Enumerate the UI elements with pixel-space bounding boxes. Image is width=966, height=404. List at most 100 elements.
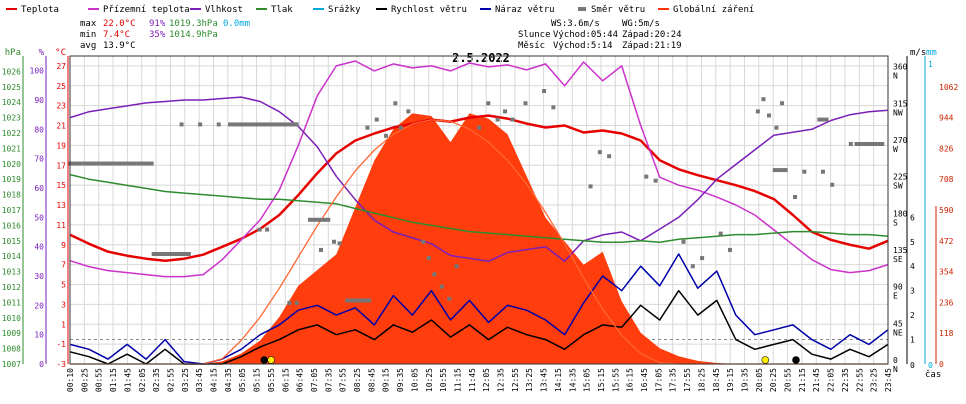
x-tick-39: 16:15 (626, 368, 635, 392)
axis-left-tick-2-9: 15 (56, 181, 66, 190)
axis-right-tick-rad-9: 1062 (939, 83, 958, 92)
wind-dir-point-35 (588, 184, 593, 189)
series-line-0 (69, 114, 889, 262)
stats-block: max 22.0°C 91% 1019.3hPa 0.0mm min 7.4°C… (80, 19, 250, 51)
wind-dir-point-17 (384, 133, 389, 138)
axis-dir-deg-4: 180 (893, 209, 908, 218)
legend-swatch-7 (578, 7, 586, 11)
wind-dir-point-40 (681, 239, 686, 244)
wind-dir-point-3 (151, 252, 156, 256)
wind-dir-point-2 (105, 161, 110, 166)
x-tick-27: 11:15 (453, 368, 462, 392)
wind-dir-point-51 (802, 169, 807, 174)
axis-left-tick-2-10: 17 (56, 161, 66, 170)
axis-right-tick-rad-8: 944 (939, 114, 954, 123)
axis-left-name-2: °C (55, 48, 66, 58)
axis-left-tick-0-14: 1021 (2, 144, 21, 153)
x-tick-30: 12:35 (497, 368, 506, 392)
x-tick-23: 09:35 (396, 368, 405, 392)
axis-left-tick-0-12: 1019 (2, 175, 21, 184)
stats-avg-temp: 13.9°C (103, 41, 136, 51)
axis-left-tick-2-11: 19 (56, 141, 66, 150)
axis-right-tick-rad-4: 472 (939, 237, 954, 246)
x-tick-44: 18:25 (697, 368, 706, 392)
x-tick-29: 12:05 (482, 368, 491, 392)
axis-right-tick-rad-5: 590 (939, 206, 954, 215)
axis-left-tick-2-7: 11 (56, 221, 66, 230)
x-tick-52: 21:45 (812, 368, 821, 392)
axis-dir-name-3: SE (893, 255, 903, 264)
x-tick-2: 00:55 (95, 368, 104, 392)
x-tick-9: 03:45 (195, 368, 204, 392)
x-tick-50: 20:55 (784, 368, 793, 392)
stats-min-hum: 35% (149, 30, 166, 40)
x-tick-16: 06:45 (296, 368, 305, 392)
x-tick-37: 15:15 (597, 368, 606, 392)
x-tick-20: 08:25 (353, 368, 362, 392)
axis-left-tick-2-14: 25 (56, 82, 66, 91)
axis-right-tick-ms-0: 0 (910, 361, 915, 370)
axis-left-tick-1-7: 70 (34, 155, 44, 164)
axis-right-tick-mm-1: 1 (928, 60, 933, 69)
axis-left-tick-0-10: 1017 (2, 206, 21, 215)
info-wg: WG:5m/s (622, 19, 660, 29)
axis-left-tick-2-4: 5 (61, 281, 66, 290)
legend-label-3: Tlak (271, 5, 293, 15)
axis-left-tick-0-17: 1024 (2, 98, 21, 107)
axis-dir-name-4: S (893, 218, 898, 227)
stats-max-label: max (80, 19, 97, 29)
x-tick-49: 20:25 (769, 368, 778, 392)
x-tick-40: 16:45 (640, 368, 649, 392)
axis-left-tick-2-1: -1 (56, 340, 66, 349)
axis-left-tick-0-9: 1016 (2, 221, 21, 230)
x-tick-7: 02:55 (166, 368, 175, 392)
axis-right-tick-rad-2: 236 (939, 298, 954, 307)
axis-dir-name-8: N (893, 72, 898, 81)
stats-min-press: 1014.9hPa (169, 30, 218, 40)
x-tick-38: 15:55 (611, 368, 620, 392)
axis-right-tick-ms-3: 3 (910, 287, 915, 296)
x-tick-32: 13:25 (525, 368, 534, 392)
wind-dir-point-18 (393, 101, 398, 106)
axis-right-tick-ms-5: 5 (910, 238, 915, 247)
info-slunce-vychod: Východ:05:44 (553, 30, 618, 40)
wind-dir-point-53 (830, 182, 835, 187)
stats-min-label: min (80, 30, 96, 40)
wind-dir-point-24 (439, 284, 444, 289)
x-tick-24: 10:05 (410, 368, 419, 392)
stats-max-hum: 91% (149, 19, 166, 29)
axis-dir-name-2: E (893, 292, 898, 301)
wind-dir-point-10 (287, 300, 292, 305)
info-mesic-label: Měsíc (518, 41, 545, 51)
wind-dir-segment-6 (817, 117, 829, 122)
x-tick-6: 02:35 (152, 368, 161, 392)
wind-dir-point-36 (597, 150, 602, 155)
wind-dir-point-31 (510, 117, 515, 122)
axis-left-tick-2-3: 3 (61, 300, 66, 309)
axis-right-tick-rad-6: 708 (939, 175, 954, 184)
axis-right-tick-rad-7: 826 (939, 144, 954, 153)
wind-dir-segment-4 (345, 298, 372, 303)
x-tick-48: 20:05 (755, 368, 764, 392)
x-tick-33: 13:45 (540, 368, 549, 392)
x-tick-41: 17:05 (654, 368, 663, 392)
info-mesic-zapad: Západ:21:19 (622, 41, 682, 51)
axis-right-tick-ms-4: 4 (910, 262, 915, 271)
axis-left-tick-1-5: 50 (34, 213, 44, 222)
wind-dir-point-54 (848, 142, 853, 146)
axis-left-tick-2-13: 23 (56, 102, 66, 111)
axis-right-tick-rad-3: 354 (939, 268, 954, 277)
axis-left-tick-0-7: 1014 (2, 252, 21, 261)
axis-right-name-mm: mm (926, 48, 937, 58)
axis-right-name-ms: m/s (910, 48, 926, 58)
axis-dir-deg-8: 360 (893, 63, 908, 72)
wind-dir-segment-5 (772, 168, 788, 173)
axis-dir-name-7: NW (893, 108, 903, 117)
axis-left-tick-1-9: 90 (34, 96, 44, 105)
legend-label-8: Globální záření (673, 5, 754, 15)
axis-left-tick-2-15: 27 (56, 62, 66, 71)
axis-left-tick-0-11: 1018 (2, 191, 21, 200)
wind-dir-point-20 (406, 109, 411, 114)
axis-left-tick-2-5: 7 (61, 261, 66, 270)
x-tick-1: 00:25 (80, 368, 89, 392)
